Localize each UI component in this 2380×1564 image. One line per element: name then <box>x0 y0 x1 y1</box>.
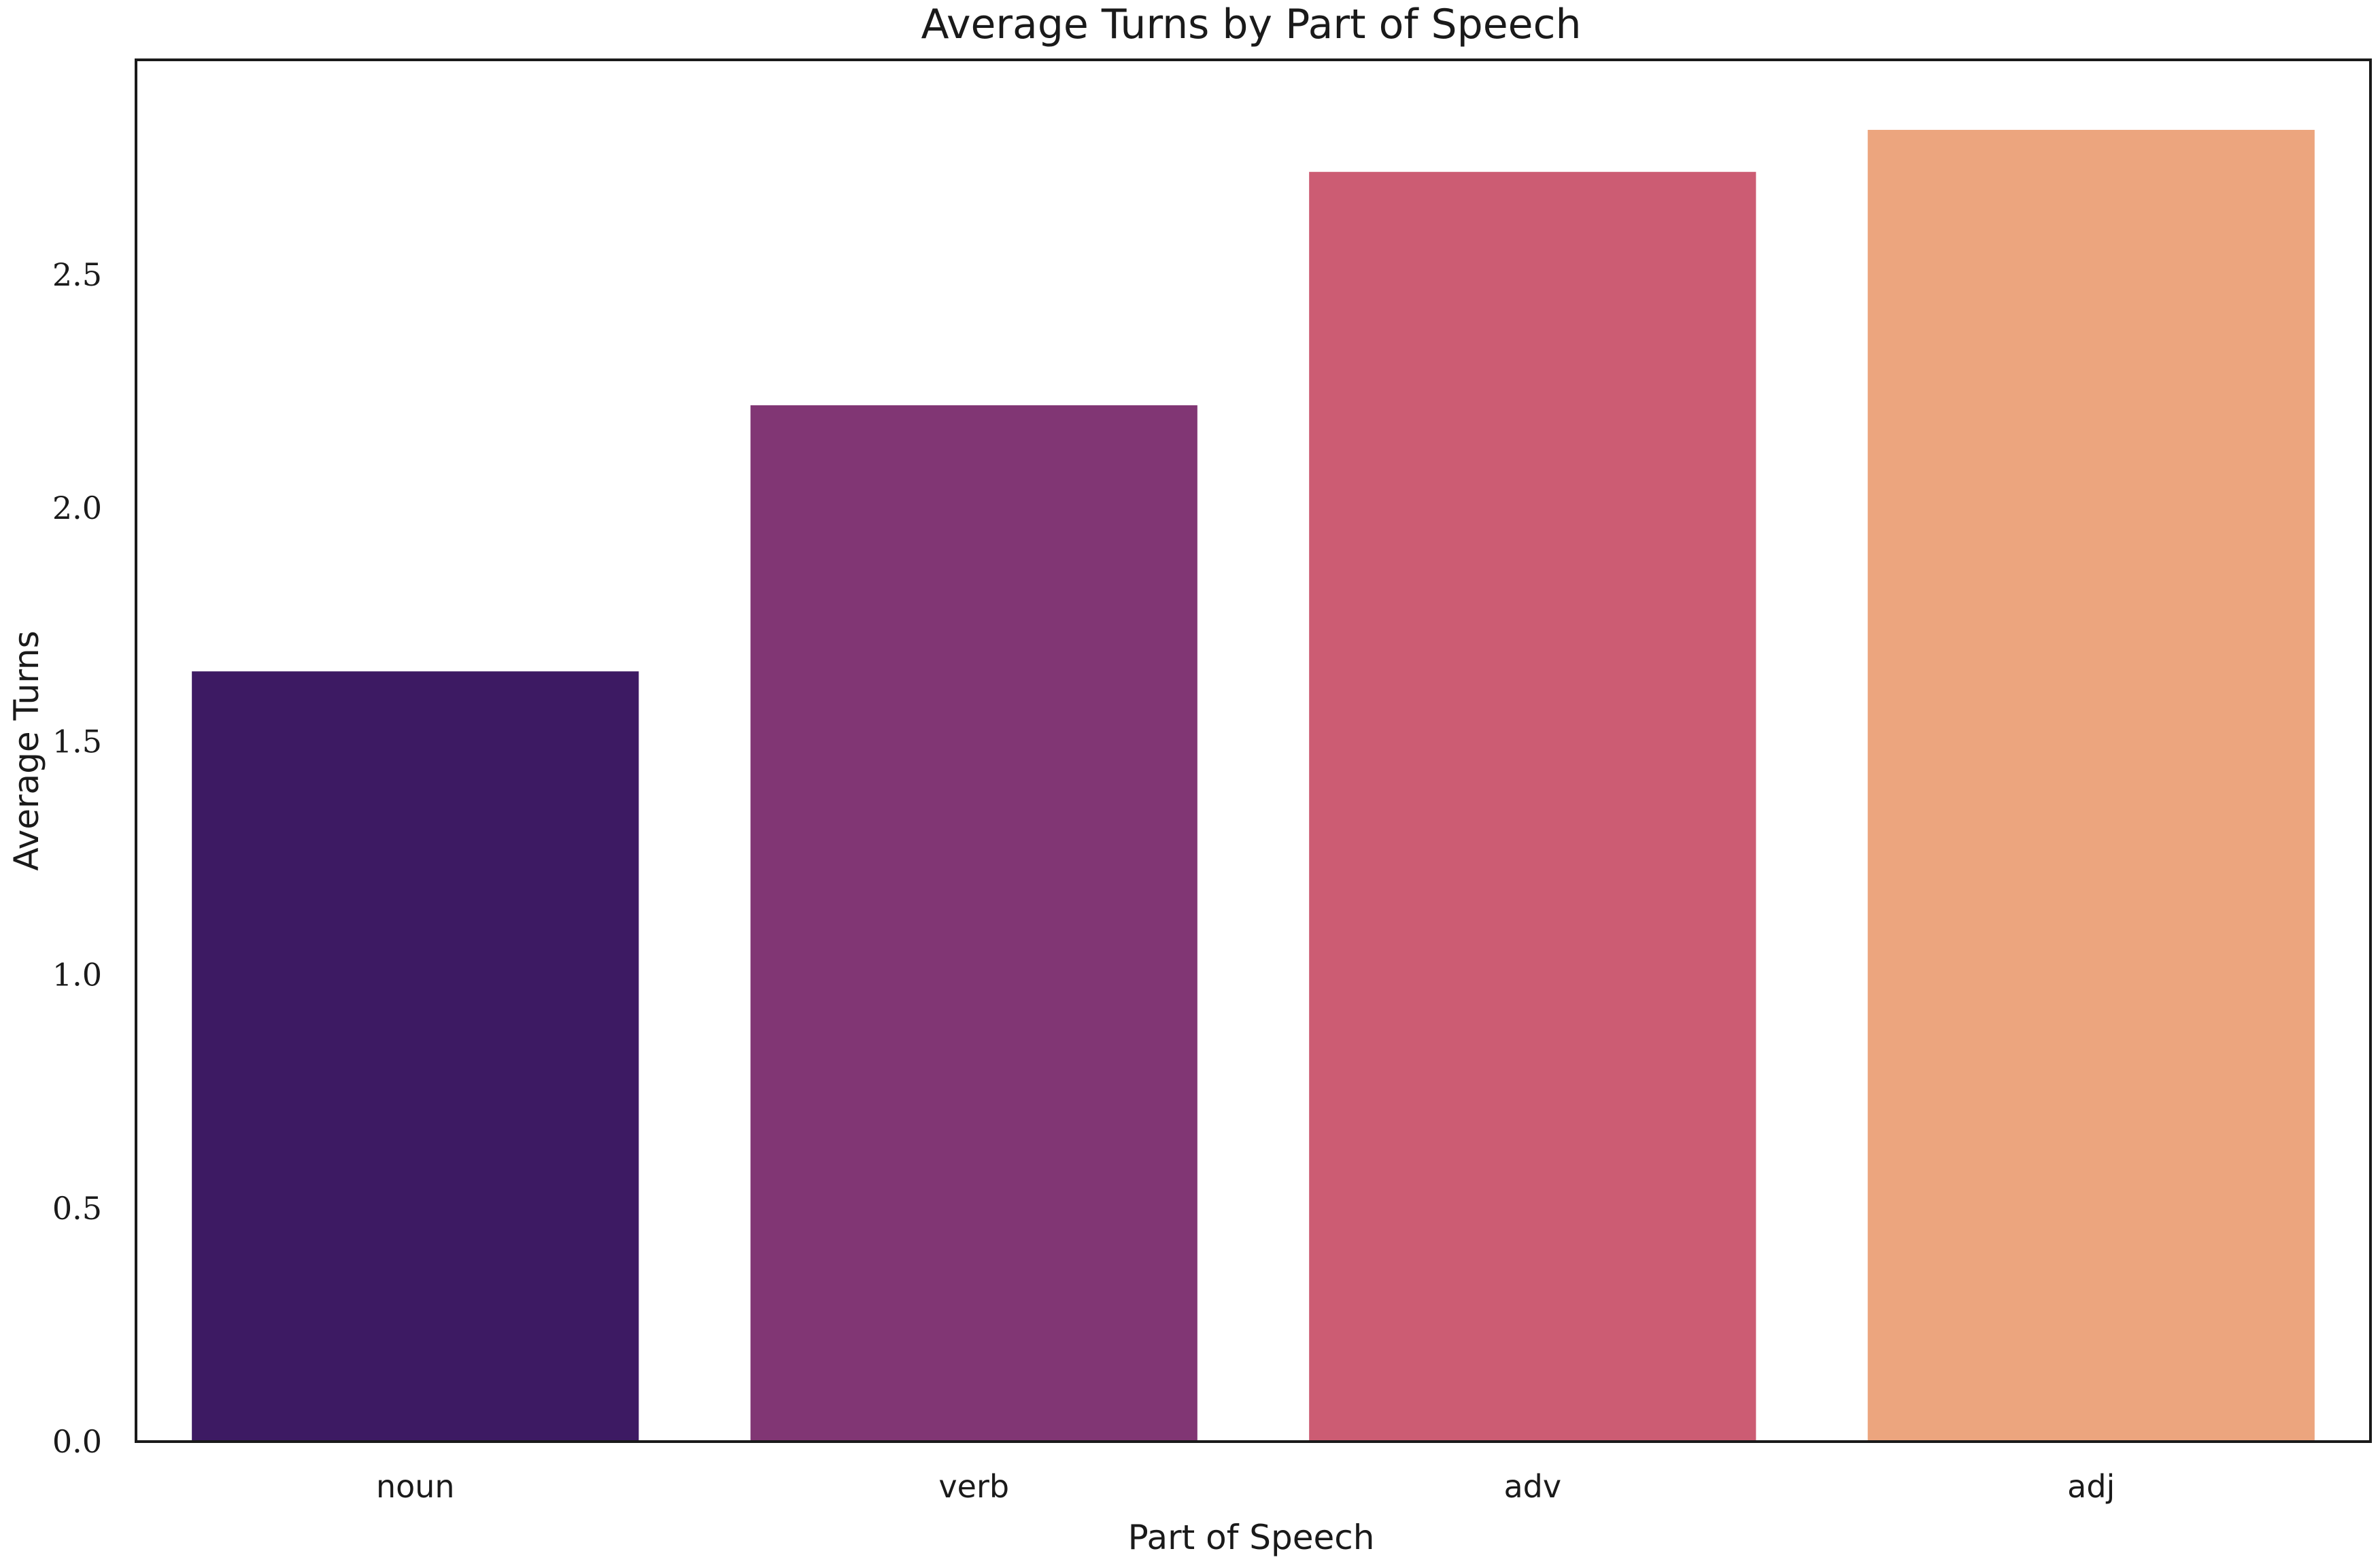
y-tick-label: 0.0 <box>52 1423 102 1460</box>
y-tick-label: 2.0 <box>52 490 102 526</box>
y-axis-label: Average Turns <box>7 630 46 870</box>
x-tick-labels: noun verb adv adj <box>376 1468 2115 1505</box>
x-tick-label-verb: verb <box>938 1468 1009 1505</box>
plot-frame <box>135 58 2372 1443</box>
bar-verb <box>750 405 1197 1442</box>
y-tick-label: 1.0 <box>52 957 102 993</box>
bar-adj <box>1867 129 2315 1442</box>
bars-group <box>192 129 2315 1442</box>
bar-noun <box>192 671 639 1442</box>
bar-adv <box>1309 171 1756 1442</box>
x-axis-label: Part of Speech <box>1128 1518 1375 1557</box>
x-tick-label-adv: adv <box>1503 1468 1561 1505</box>
y-tick-label: 0.5 <box>52 1190 102 1227</box>
x-tick-label-adj: adj <box>2067 1468 2115 1505</box>
y-tick-label: 2.5 <box>52 256 102 293</box>
y-tick-label: 1.5 <box>52 723 102 760</box>
chart-title: Average Turns by Part of Speech <box>921 1 1581 48</box>
y-tick-labels: 0.0 0.5 1.0 1.5 2.0 2.5 <box>52 256 102 1460</box>
x-tick-label-noun: noun <box>376 1468 455 1505</box>
